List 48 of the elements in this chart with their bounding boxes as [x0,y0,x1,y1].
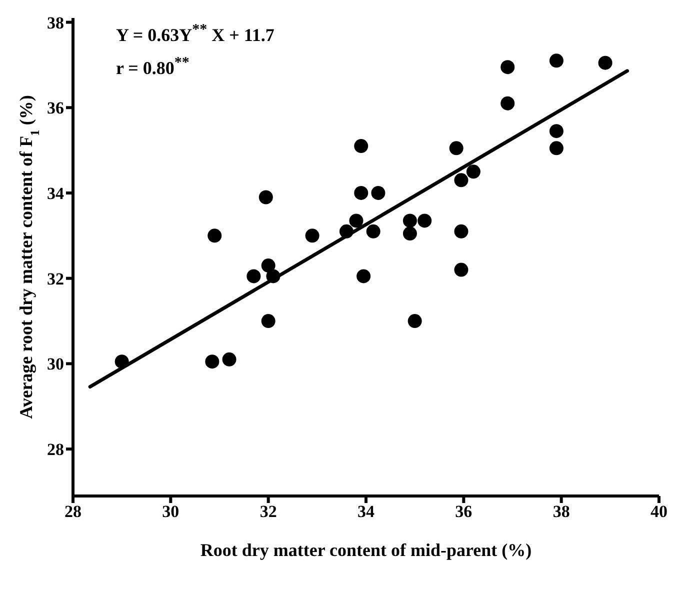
point [466,164,480,179]
y-tick-label: 38 [47,13,64,32]
point [266,269,280,284]
y-tick-label: 32 [47,269,64,288]
y-tick-label: 34 [47,184,64,204]
y-tick-label: 30 [47,354,64,374]
annotation: r = 0.80$^{**}$ [116,54,190,80]
point [258,190,273,204]
point [354,186,368,200]
point [449,141,464,156]
x-tick-label: 30 [162,502,180,522]
point [261,314,276,328]
point [339,224,354,238]
point [114,354,129,369]
point [246,269,261,284]
point [354,139,368,154]
point [549,124,564,138]
point [549,54,564,68]
point [261,258,276,273]
point [402,226,417,241]
point [205,354,220,369]
point [500,60,515,74]
x-tick-label: 34 [358,502,375,522]
x-tick-label: 32 [260,502,277,522]
point [454,173,468,188]
x-axis-title: Root dry matter content of mid-parent (%) [200,540,532,560]
point [305,228,320,243]
point [366,224,380,238]
point [598,56,612,70]
x-tick-label: 40 [650,502,668,522]
point [454,224,468,238]
point [500,96,515,110]
y-tick-label: 36 [47,98,64,118]
x-tick-label: 28 [64,502,82,522]
point [418,214,432,228]
x-tick-label: 36 [455,502,472,522]
point [349,214,364,228]
point [408,314,422,328]
point [402,214,417,228]
point [356,269,371,284]
point [222,352,236,366]
point [371,186,386,200]
annotation: Y = 0.63Y$^{**}$ X + 11.7 [116,21,274,47]
point [208,228,222,243]
y-tick-label: 28 [47,440,64,460]
point [549,141,564,156]
x-tick-label: 38 [552,502,570,522]
point [454,262,468,277]
